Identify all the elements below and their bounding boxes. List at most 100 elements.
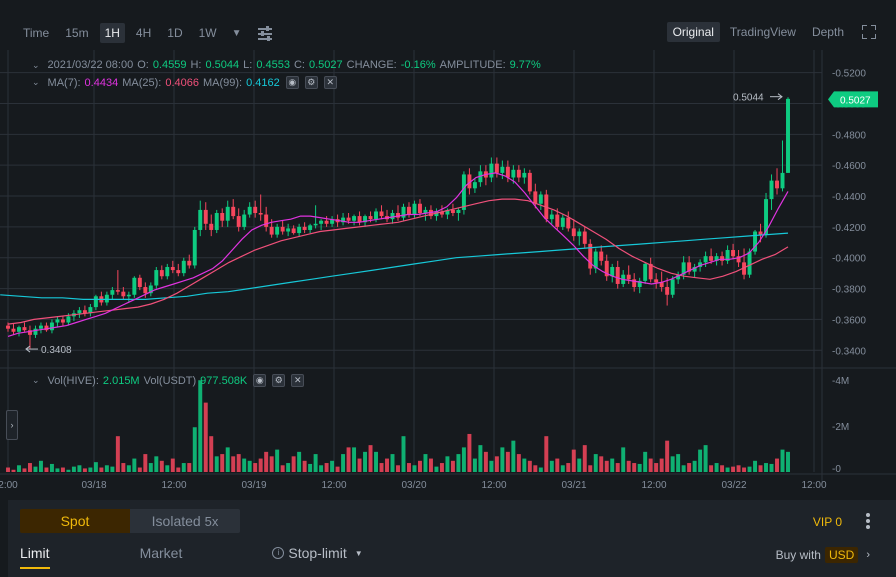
tab-limit[interactable]: Limit — [20, 545, 50, 569]
candle-body — [214, 213, 219, 230]
volume-bar — [703, 445, 708, 472]
collapse-chevron-icon[interactable]: ⌄ — [32, 59, 40, 70]
collapse-chevron-icon[interactable]: ⌄ — [32, 77, 40, 87]
volume-bar — [286, 463, 291, 472]
candle-body — [137, 277, 142, 288]
candle-body — [599, 251, 604, 261]
volume-bar — [428, 458, 433, 472]
volume-bar — [335, 466, 340, 472]
candle-body — [450, 209, 455, 213]
candle-body — [505, 166, 510, 178]
volume-bar — [148, 463, 153, 472]
candle-body — [286, 228, 291, 232]
candle-body — [698, 262, 703, 267]
info-icon[interactable]: i — [272, 547, 285, 559]
volume-bar — [324, 463, 329, 472]
timeframe-1w[interactable]: 1W — [198, 26, 217, 40]
volume-bar — [544, 436, 549, 472]
more-options-icon[interactable] — [866, 513, 870, 529]
settings-icon[interactable]: ⚙ — [272, 374, 286, 387]
candle-body — [220, 213, 225, 221]
time-tick-label: 03/19 — [241, 480, 266, 491]
ma25-value: 0.4066 — [165, 76, 199, 89]
candle-body — [467, 174, 472, 189]
candle-body — [313, 223, 318, 226]
view-depth[interactable]: Depth — [811, 25, 844, 39]
volume-bar — [505, 451, 510, 472]
volume-bar — [621, 447, 626, 472]
change-value: -0.16% — [400, 59, 436, 71]
candle-body — [275, 226, 280, 235]
candle-body — [445, 209, 450, 215]
fullscreen-icon[interactable] — [862, 25, 876, 39]
volume-bar — [258, 458, 263, 472]
volume-bar — [527, 460, 532, 472]
candle-body — [494, 163, 499, 173]
margin-mode-tabs: Spot Isolated 5x — [20, 509, 240, 533]
volume-bar — [126, 465, 131, 472]
view-tradingview[interactable]: TradingView — [729, 25, 796, 39]
volume-bar — [786, 451, 790, 472]
volume-bar — [555, 458, 560, 472]
view-original[interactable]: Original — [666, 22, 720, 42]
candle-body — [588, 243, 593, 269]
timeframe-4h[interactable]: 4H — [135, 26, 152, 40]
volume-bar — [412, 465, 417, 472]
candle-body — [511, 169, 516, 178]
eye-icon[interactable]: ◉ — [253, 374, 267, 387]
close-icon[interactable]: ✕ — [291, 374, 305, 387]
volume-bar — [742, 467, 747, 472]
volume-bar — [302, 460, 307, 472]
candle-body — [165, 266, 170, 277]
close-icon[interactable]: ✕ — [323, 76, 337, 89]
volume-bar — [269, 456, 274, 472]
collapse-chevron-icon[interactable]: ⌄ — [32, 375, 40, 385]
candle-body — [407, 206, 411, 215]
buy-with-selector[interactable]: Buy with USD › — [776, 547, 870, 563]
tab-market[interactable]: Market — [139, 545, 183, 561]
candle-body — [264, 214, 269, 227]
candle-body — [242, 214, 247, 227]
volume-tick-label: -0 — [832, 464, 841, 475]
volume-bar — [121, 463, 126, 472]
tab-isolated[interactable]: Isolated 5x — [130, 509, 240, 533]
volume-bar — [648, 458, 653, 472]
expand-panel-chevron-icon[interactable]: › — [6, 410, 18, 440]
candle-body — [352, 216, 357, 221]
volume-bar — [698, 449, 703, 472]
volume-bar — [588, 465, 593, 472]
vip-badge[interactable]: VIP 0 — [812, 515, 842, 529]
candle-body — [516, 169, 521, 178]
volume-bar — [753, 460, 758, 472]
candle-body — [181, 260, 186, 274]
candle-body — [593, 251, 598, 269]
time-button[interactable]: Time — [23, 26, 50, 40]
tab-stop-limit[interactable]: i Stop-limit ▼ — [272, 545, 363, 569]
indicator-settings-icon[interactable] — [257, 26, 274, 41]
candle-body — [27, 330, 32, 335]
volume-bar — [6, 467, 10, 472]
ma25-line — [7, 198, 789, 325]
candlestick-chart[interactable]: -0.5200-0.5000-0.4800-0.4600-0.4400-0.42… — [0, 10, 896, 498]
candle-body — [302, 226, 307, 230]
candle-body — [121, 291, 126, 297]
volume-bar — [467, 433, 472, 472]
timeframe-1h[interactable]: 1H — [99, 23, 125, 43]
candle-body — [93, 296, 98, 308]
settings-icon[interactable]: ⚙ — [304, 76, 318, 89]
volume-bar — [374, 451, 379, 472]
volume-bar — [434, 466, 439, 472]
volume-bar — [692, 460, 697, 472]
eye-icon[interactable]: ◉ — [285, 76, 299, 89]
volume-bar — [615, 463, 620, 472]
tab-spot[interactable]: Spot — [20, 509, 130, 533]
candle-body — [703, 256, 708, 263]
timeframe-1d[interactable]: 1D — [167, 26, 183, 40]
volume-bar — [637, 463, 642, 472]
timeframe-15m[interactable]: 15m — [65, 26, 89, 40]
volume-bar — [516, 454, 521, 472]
volume-bar — [775, 458, 779, 472]
volume-bar — [203, 402, 208, 472]
more-timeframes-icon[interactable]: ▼ — [231, 27, 242, 39]
candle-body — [676, 274, 681, 280]
